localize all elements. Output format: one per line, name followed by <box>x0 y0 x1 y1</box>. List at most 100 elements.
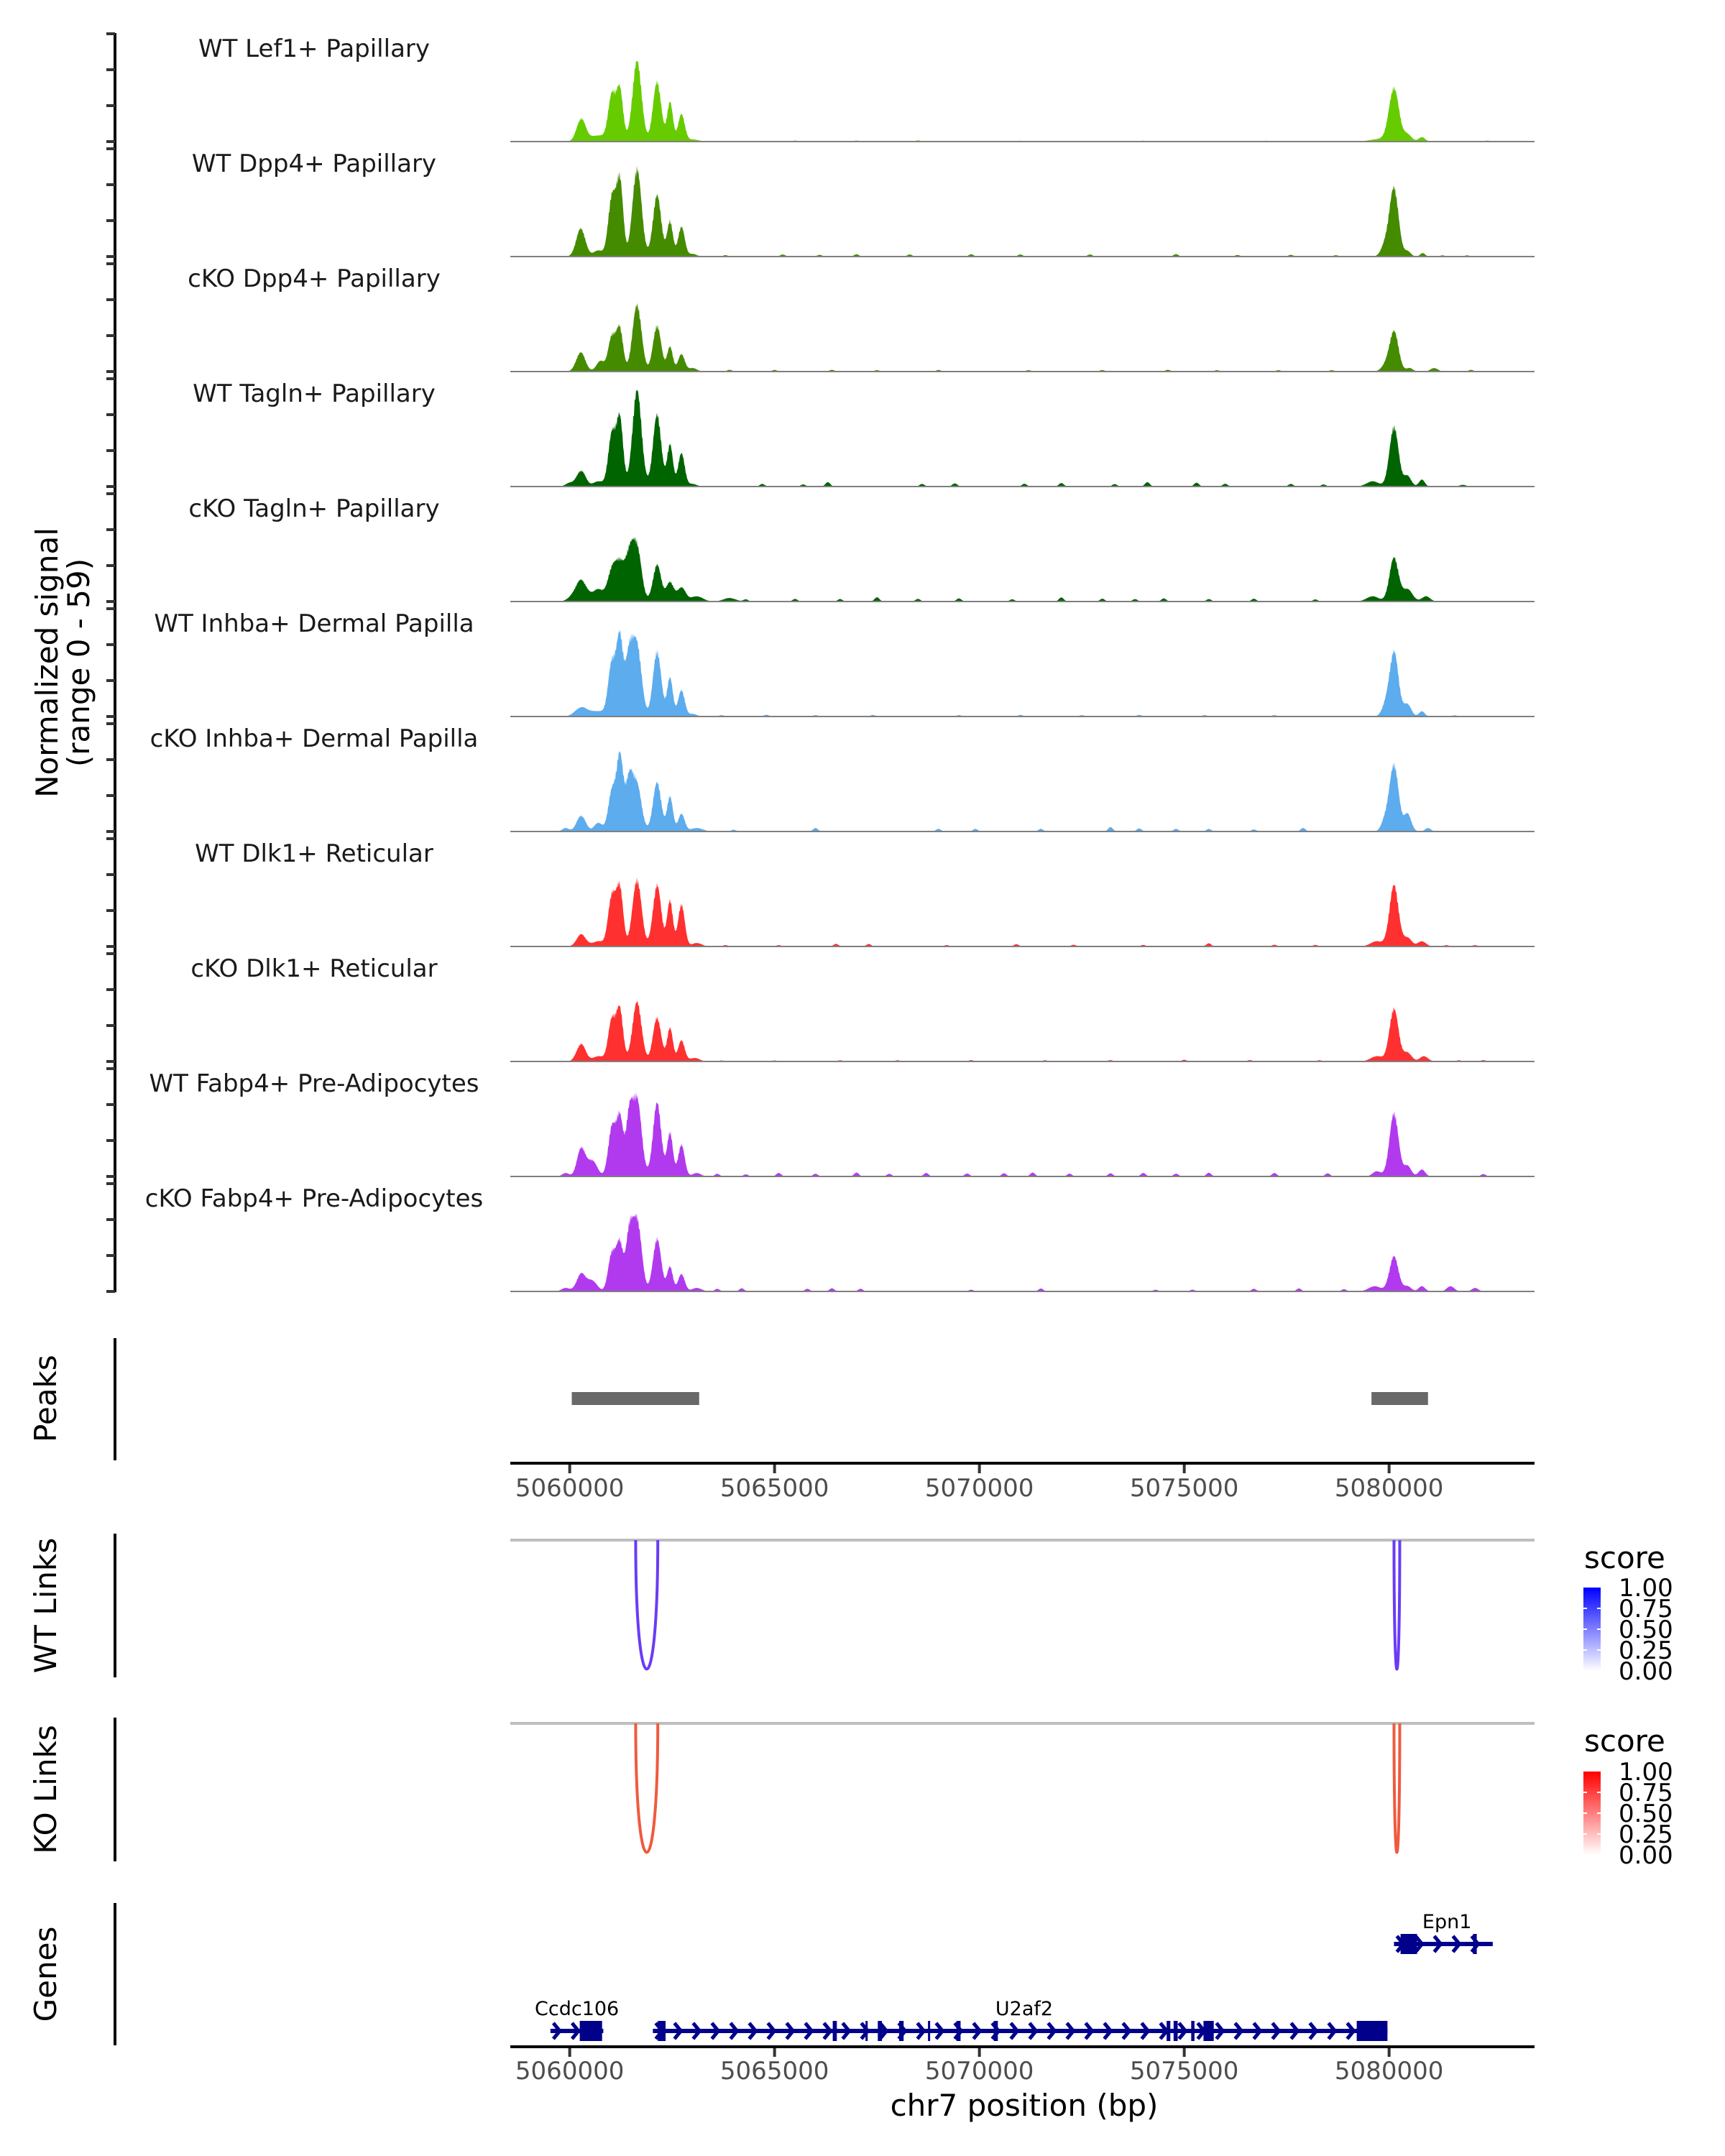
strand-arrow-icon <box>841 2022 852 2040</box>
y-axis-ticks <box>106 32 115 1293</box>
strand-arrow-icon <box>729 2022 740 2040</box>
legend-label: 0.50 <box>1619 1800 1673 1828</box>
x-tick-label: 5080000 <box>1335 2057 1443 2086</box>
x-axis-peaks: 5060000 5065000 5070000 5075000 5080000 <box>515 1465 1443 1503</box>
x-tick-label: 5060000 <box>515 1474 624 1503</box>
wt-score-legend: score 1.000.750.500.250.00 <box>1583 1540 1673 1686</box>
strand-arrow-icon <box>785 2022 796 2040</box>
strand-arrow-icon <box>1121 2022 1132 2040</box>
legend-label: 1.00 <box>1619 1758 1673 1787</box>
strand-arrow-icon <box>1215 2022 1225 2040</box>
link-arc <box>634 1539 660 1671</box>
coverage-area <box>510 1092 1535 1176</box>
strand-arrow-icon <box>1065 2022 1076 2040</box>
legend-label: 1.00 <box>1619 1574 1673 1603</box>
track-label: cKO Dlk1+ Reticular <box>190 954 437 983</box>
strand-arrow-icon <box>934 2022 945 2040</box>
wt-links-panel: WT Links <box>28 1534 1535 1677</box>
x-tick-label: 5075000 <box>1130 2057 1238 2086</box>
link-arc <box>634 1723 660 1854</box>
coverage-area <box>510 165 1535 257</box>
legend-ticks: 1.000.750.500.250.00 <box>1583 1574 1673 1686</box>
x-tick-label: 5080000 <box>1335 1474 1443 1503</box>
track-label: WT Dpp4+ Papillary <box>192 149 436 178</box>
exon <box>1203 2021 1214 2041</box>
track-label: WT Fabp4+ Pre-Adipocytes <box>150 1069 479 1098</box>
x-tick-label: 5065000 <box>720 2057 829 2086</box>
exon <box>1173 2021 1178 2041</box>
coverage-tracks <box>510 60 1535 1292</box>
strand-arrow-icon <box>822 2022 833 2040</box>
strand-arrow-icon <box>1271 2022 1282 2040</box>
exon <box>579 2021 602 2041</box>
coverage-area <box>510 630 1535 717</box>
coverage-area <box>510 60 1535 142</box>
wt-links <box>510 1539 1535 1671</box>
exon <box>1473 1934 1477 1954</box>
legend-title: score <box>1584 1723 1665 1759</box>
exon <box>878 2021 882 2041</box>
strand-arrow-icon <box>804 2022 814 2040</box>
x-axis-genes: 5060000 5065000 5070000 5075000 5080000 <box>515 2048 1443 2086</box>
coverage-area <box>510 536 1535 602</box>
peaks-panel: Peaks 5060000 5065000 5070000 5075000 508000… <box>28 1338 1535 1503</box>
coverage-area <box>510 390 1535 487</box>
coverage-panel: WT Lef1+ Papillary WT Dpp4+ Papillary cKO … <box>29 32 1535 1293</box>
x-tick-label: 5065000 <box>720 1474 829 1503</box>
strand-arrow-icon <box>1432 1935 1443 1953</box>
exon <box>993 2021 998 2041</box>
exon <box>832 2021 837 2041</box>
legend-label: 0.25 <box>1619 1636 1673 1665</box>
strand-arrow-icon <box>570 2022 581 2040</box>
legend-ticks: 1.000.750.500.250.00 <box>1583 1758 1673 1870</box>
ko-links <box>510 1722 1535 1854</box>
track-label: WT Lef1+ Papillary <box>198 34 430 63</box>
coverage-area <box>510 1213 1535 1291</box>
strand-arrow-icon <box>878 2022 889 2040</box>
x-tick-label: 5070000 <box>925 2057 1034 2086</box>
legend-label: 0.50 <box>1619 1616 1673 1644</box>
legend-label: 0.75 <box>1619 1779 1673 1807</box>
strand-arrow-icon <box>1289 2022 1300 2040</box>
gene-label: U2af2 <box>995 1998 1053 2020</box>
strand-arrow-icon <box>1046 2022 1057 2040</box>
legend-title: score <box>1584 1540 1665 1575</box>
genes: Ccdc106 U2af2 Epn1 <box>535 1911 1493 2041</box>
track-label: cKO Inhba+ Dermal Papilla <box>150 724 479 753</box>
peaks-track-label: Peaks <box>28 1355 63 1442</box>
track-labels: WT Lef1+ Papillary WT Dpp4+ Papillary cKO … <box>145 34 484 1213</box>
y-axis-subtitle: (range 0 - 59) <box>61 558 96 767</box>
track-label: WT Inhba+ Dermal Papilla <box>154 609 474 638</box>
peak-bar <box>1371 1392 1428 1405</box>
strand-arrow-icon <box>691 2022 702 2040</box>
peak-bar <box>571 1392 699 1405</box>
ko-score-legend: score 1.000.750.500.250.00 <box>1583 1723 1673 1870</box>
exon <box>928 2021 931 2041</box>
y-axis-title: Normalized signal <box>29 528 65 798</box>
x-tick-label: 5070000 <box>925 1474 1034 1503</box>
strand-arrow-icon <box>1140 2022 1151 2040</box>
coverage-area <box>510 750 1535 831</box>
strand-arrow-icon <box>551 2022 563 2040</box>
genes-track-label: Genes <box>28 1927 63 2022</box>
strand-arrow-icon <box>1346 2022 1356 2040</box>
legend-label: 0.75 <box>1619 1595 1673 1623</box>
strand-arrow-icon <box>1327 2022 1338 2040</box>
strand-arrow-icon <box>1414 1935 1425 1953</box>
exon <box>898 2021 904 2041</box>
wt-links-track-label: WT Links <box>28 1538 63 1673</box>
strand-arrow-icon <box>1028 2022 1039 2040</box>
exon <box>1191 2021 1195 2041</box>
ko-links-track-label: KO Links <box>28 1725 63 1854</box>
coverage-area <box>510 877 1535 946</box>
ko-links-panel: KO Links <box>28 1718 1535 1861</box>
track-label: cKO Tagln+ Papillary <box>188 494 439 523</box>
exon <box>1400 1934 1417 1954</box>
strand-arrow-icon <box>1233 2022 1244 2040</box>
legend-label: 0.00 <box>1619 1841 1673 1870</box>
coverage-area <box>510 1000 1535 1061</box>
strand-arrow-icon <box>766 2022 777 2040</box>
strand-arrow-icon <box>860 2022 870 2040</box>
track-label: cKO Fabp4+ Pre-Adipocytes <box>145 1184 484 1213</box>
